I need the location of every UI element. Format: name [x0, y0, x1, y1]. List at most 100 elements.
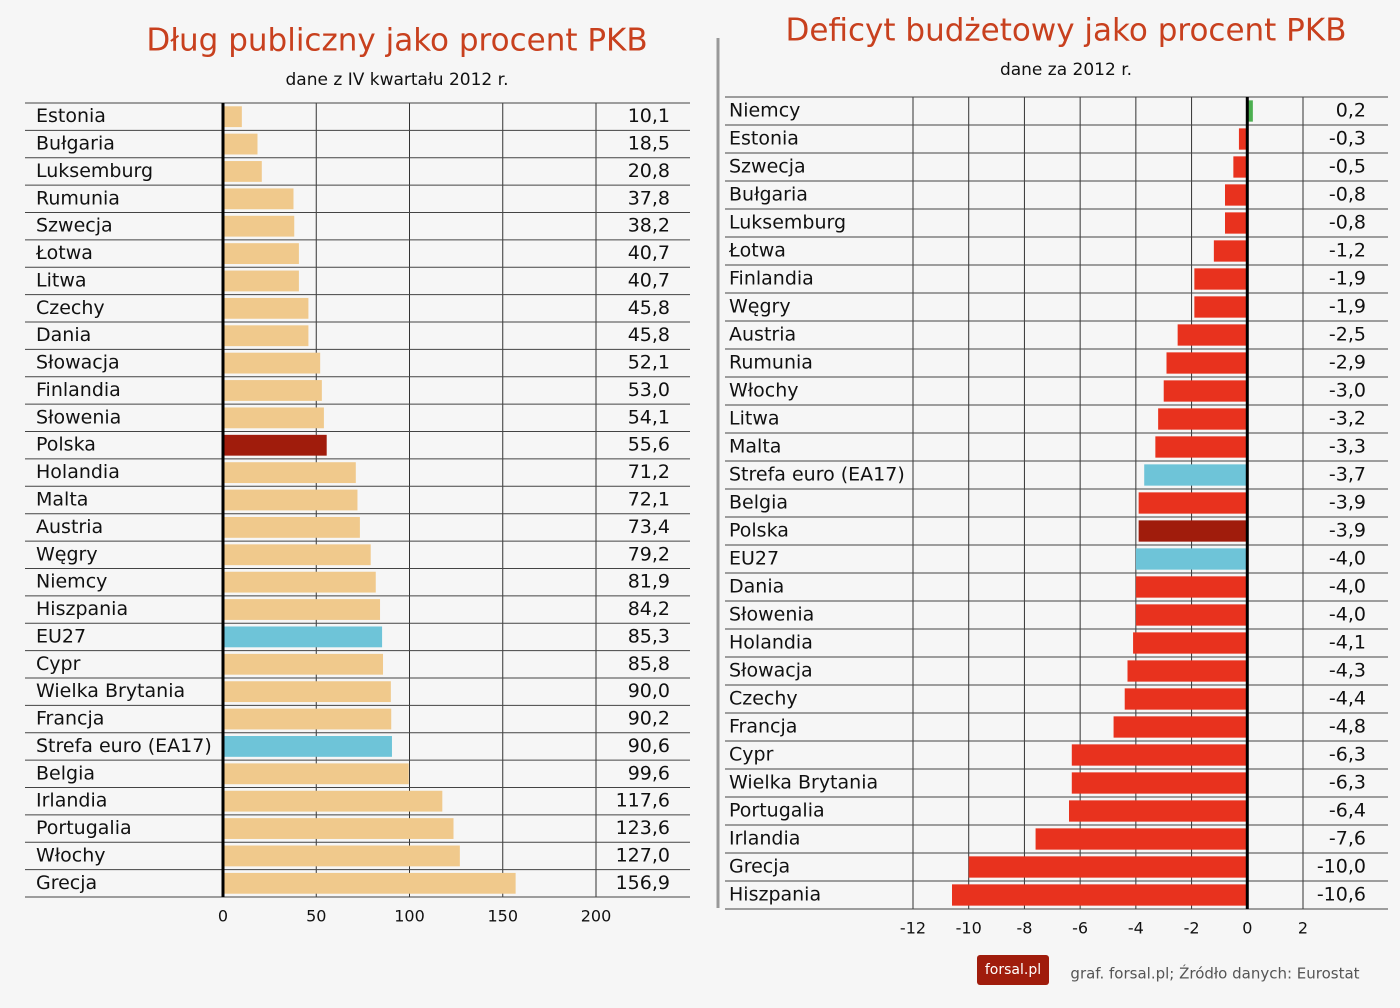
y-tick-label: Słowenia: [729, 604, 814, 626]
value-label: -1,9: [1329, 268, 1366, 290]
y-tick-label: Węgry: [729, 296, 791, 318]
y-tick-label: Austria: [36, 516, 103, 538]
bar: [223, 845, 460, 867]
value-label: 55,6: [628, 434, 670, 456]
x-tick-label: 0: [1242, 919, 1252, 938]
bar: [223, 599, 381, 620]
y-tick-label: EU27: [36, 625, 86, 647]
value-label: -1,9: [1329, 296, 1366, 318]
bar: [223, 133, 258, 155]
y-tick-label: Grecja: [729, 856, 790, 878]
value-label: -7,6: [1329, 828, 1366, 850]
y-tick-label: Polska: [729, 520, 789, 542]
y-tick-label: Luksemburg: [36, 160, 153, 182]
bar: [1071, 744, 1248, 766]
y-tick-label: Litwa: [36, 269, 87, 291]
value-label: -2,9: [1329, 352, 1366, 374]
bar: [223, 489, 358, 511]
bar: [1069, 800, 1248, 822]
x-tick-label: -4: [1128, 919, 1144, 938]
y-tick-label: Litwa: [729, 408, 780, 430]
value-label: -2,5: [1329, 324, 1366, 346]
value-label: -0,8: [1329, 184, 1366, 206]
bar: [1166, 352, 1248, 374]
bar: [1138, 520, 1248, 542]
chart-title: Dług publiczny jako procent PKB: [146, 23, 647, 59]
value-label: -3,7: [1329, 464, 1366, 486]
value-label: 79,2: [628, 543, 670, 565]
value-label: 18,5: [628, 133, 670, 155]
bar: [1177, 324, 1248, 346]
y-tick-label: Estonia: [36, 105, 106, 127]
bar: [1138, 492, 1248, 514]
bar: [1144, 464, 1248, 486]
y-tick-label: Cypr: [729, 744, 774, 766]
value-label: -3,9: [1329, 520, 1366, 542]
bar: [1163, 380, 1248, 402]
y-tick-label: Wielka Brytania: [729, 772, 878, 794]
bar: [1135, 548, 1248, 570]
y-tick-label: Hiszpania: [36, 598, 128, 620]
bar: [223, 571, 376, 593]
y-tick-label: Austria: [729, 324, 796, 346]
x-tick-label: -12: [900, 919, 926, 938]
value-label: 127,0: [616, 844, 670, 866]
value-label: 38,2: [628, 215, 670, 237]
value-label: -4,8: [1329, 716, 1366, 738]
value-label: 90,2: [628, 708, 670, 730]
value-label: -4,0: [1329, 548, 1366, 570]
value-label: -3,9: [1329, 492, 1366, 514]
y-tick-label: Dania: [729, 576, 784, 598]
y-tick-label: Francja: [729, 716, 797, 738]
bar: [223, 790, 443, 812]
value-label: -3,3: [1329, 436, 1366, 458]
y-tick-label: Portugalia: [36, 817, 132, 839]
bar: [1113, 716, 1248, 738]
bar: [1124, 688, 1248, 710]
value-label: 84,2: [628, 598, 670, 620]
y-tick-label: Grecja: [36, 872, 97, 894]
bar: [223, 106, 242, 128]
value-label: -0,8: [1329, 212, 1366, 234]
y-tick-label: Dania: [36, 324, 91, 346]
y-tick-label: Irlandia: [729, 828, 800, 850]
y-tick-label: Włochy: [36, 844, 106, 866]
chart-subtitle: dane za 2012 r.: [1000, 60, 1132, 80]
bar: [223, 653, 384, 675]
bar: [1035, 828, 1248, 850]
bar: [223, 736, 392, 757]
value-label: -0,5: [1329, 156, 1366, 178]
y-tick-label: Rumunia: [36, 187, 120, 209]
y-tick-label: Włochy: [729, 380, 799, 402]
bar: [223, 297, 309, 319]
value-label: 123,6: [616, 817, 670, 839]
value-label: -6,4: [1329, 800, 1366, 822]
bar: [1225, 212, 1248, 234]
value-label: -4,0: [1329, 604, 1366, 626]
x-tick-label: 2: [1298, 919, 1308, 938]
y-tick-label: Bułgaria: [729, 184, 808, 206]
y-tick-label: Irlandia: [36, 790, 107, 812]
bar: [1133, 632, 1248, 654]
value-label: 81,9: [628, 571, 670, 593]
bar: [223, 215, 295, 237]
value-label: 53,0: [628, 379, 670, 401]
x-tick-label: -2: [1184, 919, 1200, 938]
y-tick-label: Finlandia: [729, 268, 814, 290]
y-tick-label: Holandia: [36, 461, 120, 483]
value-label: -10,6: [1317, 884, 1366, 906]
y-tick-label: Malta: [36, 489, 88, 511]
value-label: 20,8: [628, 160, 670, 182]
x-tick-label: -8: [1016, 919, 1032, 938]
bar: [223, 681, 391, 703]
value-label: -1,2: [1329, 240, 1366, 262]
y-tick-label: Belgia: [36, 762, 95, 784]
y-tick-label: Niemcy: [36, 571, 107, 593]
chart-title: Deficyt budżetowy jako procent PKB: [786, 13, 1347, 49]
y-tick-label: Bułgaria: [36, 133, 115, 155]
y-tick-label: Wielka Brytania: [36, 680, 185, 702]
value-label: 73,4: [628, 516, 670, 538]
x-tick-label: 200: [581, 907, 612, 926]
value-label: -3,2: [1329, 408, 1366, 430]
